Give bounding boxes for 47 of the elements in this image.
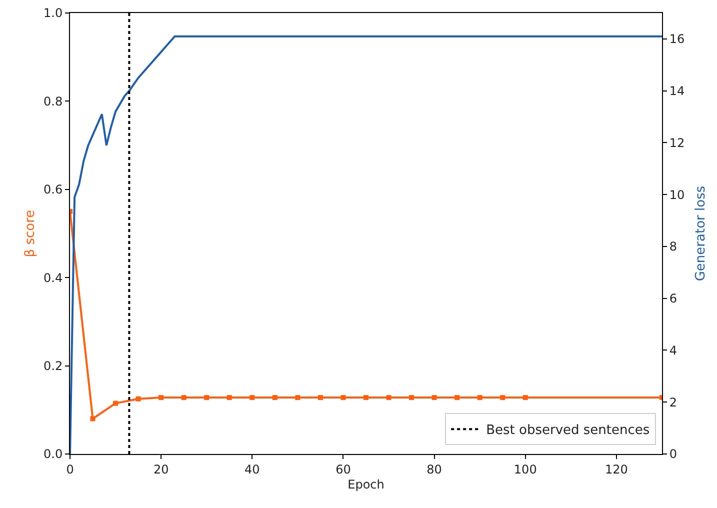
point: [454, 395, 460, 400]
point: [272, 395, 278, 400]
point: [318, 395, 323, 400]
point: [364, 395, 368, 400]
ref-line-label: Best observed sentences: [486, 423, 650, 438]
y2-tick-label: 10: [669, 188, 685, 202]
y2-tick-label: 6: [669, 292, 678, 306]
y2-tick-label: 2: [669, 395, 678, 410]
point: [250, 395, 255, 400]
y-tick-label: 0.0: [44, 447, 63, 462]
point: [340, 395, 346, 400]
point: [432, 395, 437, 400]
point: [522, 395, 528, 400]
y2-tick-label: 8: [669, 240, 678, 254]
point: [295, 395, 300, 400]
point: [181, 395, 186, 400]
point: [113, 400, 118, 406]
y-tick-label: 1.0: [44, 6, 63, 20]
y2-tick-label: 16: [669, 32, 685, 46]
y-axis-title: β score: [23, 210, 38, 258]
y2-tick-label: 14: [669, 84, 685, 98]
x-axis-title: Epoch: [348, 477, 384, 492]
point: [204, 395, 210, 400]
point: [500, 395, 506, 400]
y-tick-label: 0.6: [44, 182, 63, 197]
point: [409, 395, 414, 400]
point: [477, 395, 482, 400]
y-tick-label: 0.8: [44, 94, 63, 108]
y2-axis-title: Generator loss: [694, 186, 708, 282]
x-tick-label: 60: [336, 462, 351, 476]
point: [90, 416, 96, 422]
y2-tick-label: 4: [669, 343, 678, 358]
x-tick-label: 40: [244, 462, 260, 476]
line-series: [70, 35, 662, 454]
y-tick-label: 0.4: [44, 270, 63, 285]
y2-tick-label: 0: [669, 447, 678, 462]
point: [386, 395, 392, 400]
x-tick-label: 80: [426, 462, 442, 476]
point: [158, 395, 164, 400]
point: [226, 395, 232, 400]
x-tick-label: 20: [153, 462, 169, 476]
x-tick-label: 100: [514, 462, 537, 476]
x-tick-label: 120: [605, 462, 628, 476]
point: [136, 396, 141, 402]
y-tick-label: 0.2: [44, 359, 63, 373]
y2-tick-label: 12: [669, 136, 685, 150]
x-tick-label: 0: [66, 462, 74, 476]
